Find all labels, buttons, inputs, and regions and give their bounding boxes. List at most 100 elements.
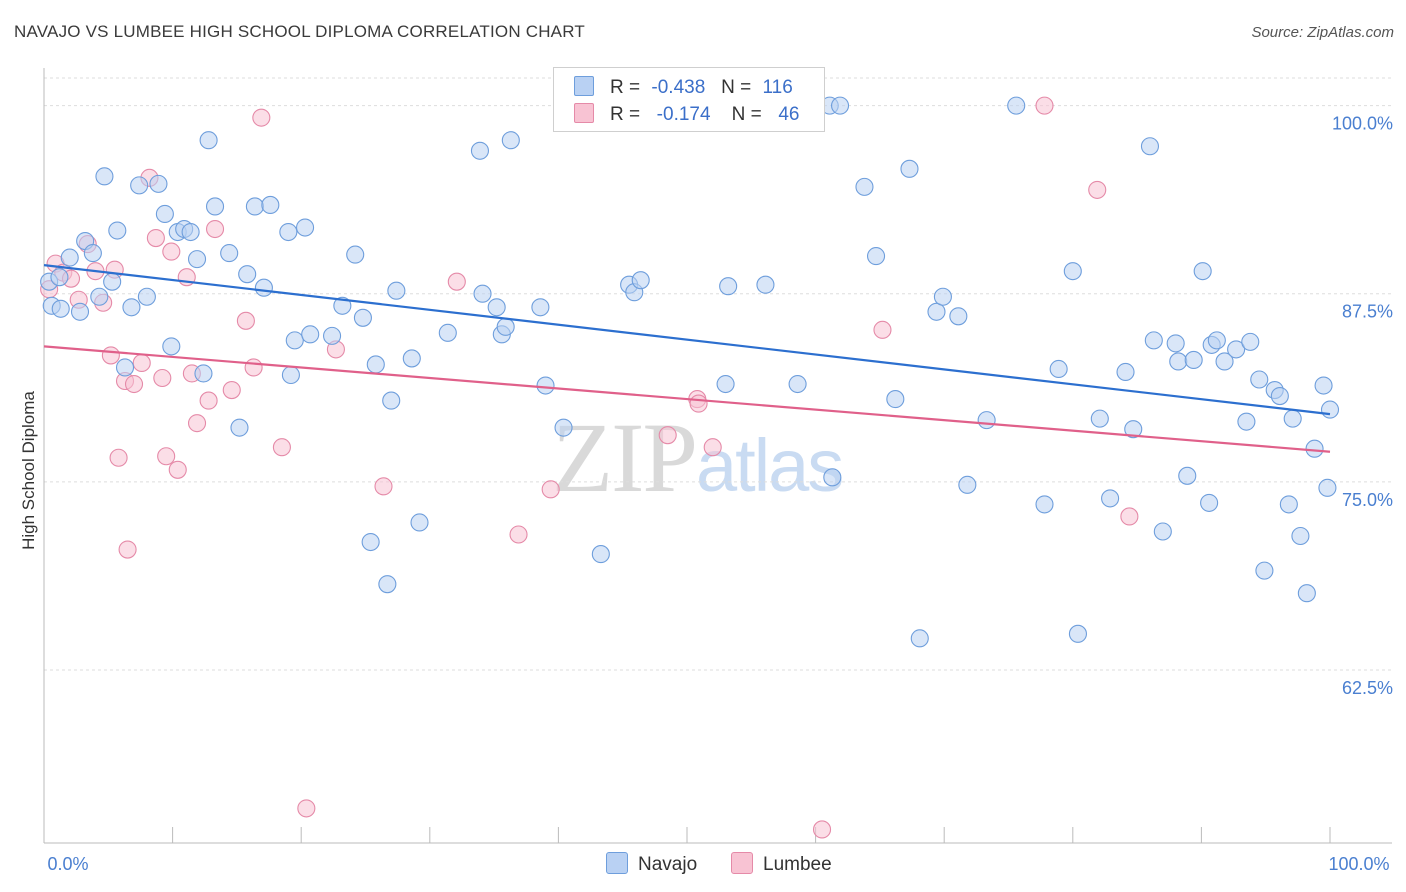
navajo-point: [1178, 466, 1197, 485]
navajo-point: [1237, 412, 1256, 431]
lumbee-point: [812, 820, 832, 839]
navajo-point: [1250, 370, 1269, 389]
lumbee-point: [244, 358, 263, 377]
navajo-point: [387, 281, 406, 300]
legend-row-navajo: R = -0.438 N = 116: [574, 76, 793, 98]
navajo-point: [977, 411, 996, 430]
navajo-point: [296, 218, 315, 237]
lumbee-swatch: [731, 852, 753, 874]
legend-label-navajo: Navajo: [638, 854, 698, 875]
navajo-point: [1193, 262, 1212, 281]
lumbee-point: [205, 219, 225, 239]
lumbee-point: [236, 311, 255, 330]
navajo-point: [756, 275, 775, 294]
navajo-point: [378, 575, 397, 594]
lumbee-point: [703, 438, 722, 457]
navajo-points: [40, 96, 1340, 648]
navajo-point: [788, 374, 807, 394]
y-tick-label: 62.5%: [1342, 678, 1393, 698]
navajo-point: [108, 221, 127, 240]
navajo-point: [910, 629, 929, 648]
navajo-point: [1144, 331, 1163, 350]
source-label: Source: ZipAtlas.com: [1251, 24, 1394, 41]
navajo-point: [83, 244, 102, 263]
navajo-point: [149, 174, 168, 193]
navajo-point: [536, 376, 555, 395]
navajo-point: [1279, 495, 1298, 514]
navajo-point: [1166, 334, 1185, 353]
navajo-point: [866, 247, 886, 266]
navajo-point: [1305, 439, 1324, 458]
navajo-point: [1318, 478, 1337, 497]
navajo-point: [1241, 332, 1260, 351]
navajo-point: [1207, 331, 1226, 350]
navajo-point: [238, 265, 257, 284]
navajo-point: [245, 197, 264, 216]
lumbee-point: [658, 426, 677, 445]
navajo-point: [346, 245, 365, 264]
legend-label-lumbee: Lumbee: [763, 854, 832, 875]
navajo-point: [855, 177, 874, 196]
navajo-point: [402, 349, 421, 368]
navajo-point: [70, 302, 90, 321]
navajo-point: [137, 287, 156, 306]
navajo-point: [927, 302, 946, 321]
lumbee-point: [447, 272, 466, 291]
navajo-point: [949, 307, 968, 326]
lumbee-point: [153, 368, 172, 388]
navajo-point: [1101, 489, 1120, 508]
chart-title: NAVAJO VS LUMBEE HIGH SCHOOL DIPLOMA COR…: [14, 22, 585, 41]
navajo-point: [958, 475, 977, 494]
lumbee-point: [1088, 180, 1107, 199]
navajo-point: [470, 141, 490, 160]
watermark-atlas: atlas: [696, 424, 844, 507]
axis-labels: 100.0% 87.5% 75.0% 62.5% 0.0% 100.0% High Scho…: [19, 114, 1393, 874]
navajo-point: [1124, 420, 1143, 439]
lumbee-point: [374, 477, 393, 496]
navajo-point: [823, 468, 842, 487]
navajo-point: [1035, 495, 1054, 514]
correlation-legend: R = -0.438 N = 116 R = -0.174 N = 46: [553, 67, 825, 132]
navajo-point: [230, 418, 249, 437]
lumbee-point: [873, 320, 892, 339]
lumbee-point: [162, 242, 181, 261]
navajo-point: [591, 545, 610, 564]
navajo-point: [631, 271, 650, 290]
navajo-point: [1063, 262, 1082, 281]
navajo-point: [496, 317, 515, 336]
navajo-point: [187, 250, 207, 269]
lumbee-point: [297, 799, 316, 818]
legend-item-navajo[interactable]: Navajo: [606, 852, 697, 876]
navajo-point: [333, 296, 352, 315]
navajo-point: [220, 244, 239, 263]
navajo-point: [1270, 387, 1289, 406]
lumbee-point: [132, 353, 151, 373]
navajo-point: [1227, 340, 1246, 359]
navajo-point: [155, 204, 174, 224]
navajo-point: [501, 131, 520, 150]
navajo-point: [1283, 409, 1302, 428]
navajo-point: [487, 298, 506, 317]
navajo-point: [281, 365, 300, 385]
navajo-point: [254, 278, 273, 297]
lumbee-point: [168, 460, 187, 479]
navajo-point: [1153, 522, 1172, 541]
navajo-point: [60, 248, 79, 267]
navajo-point: [1255, 561, 1274, 580]
lumbee-point: [252, 108, 271, 127]
navajo-point: [1090, 409, 1109, 428]
watermark-zip: ZIP: [552, 402, 698, 513]
lumbee-point: [222, 380, 241, 400]
y-tick-label: 75.0%: [1342, 490, 1393, 510]
legend-item-lumbee[interactable]: Lumbee: [731, 852, 832, 876]
navajo-point: [95, 167, 114, 186]
navajo-point: [181, 222, 200, 242]
legend-n-value: 116: [762, 77, 793, 98]
navajo-point: [900, 159, 919, 178]
navajo-point: [122, 298, 141, 317]
navajo-point: [1068, 624, 1087, 643]
lumbee-point: [509, 525, 528, 544]
navajo-point: [1116, 362, 1135, 382]
navajo-point: [130, 176, 149, 195]
